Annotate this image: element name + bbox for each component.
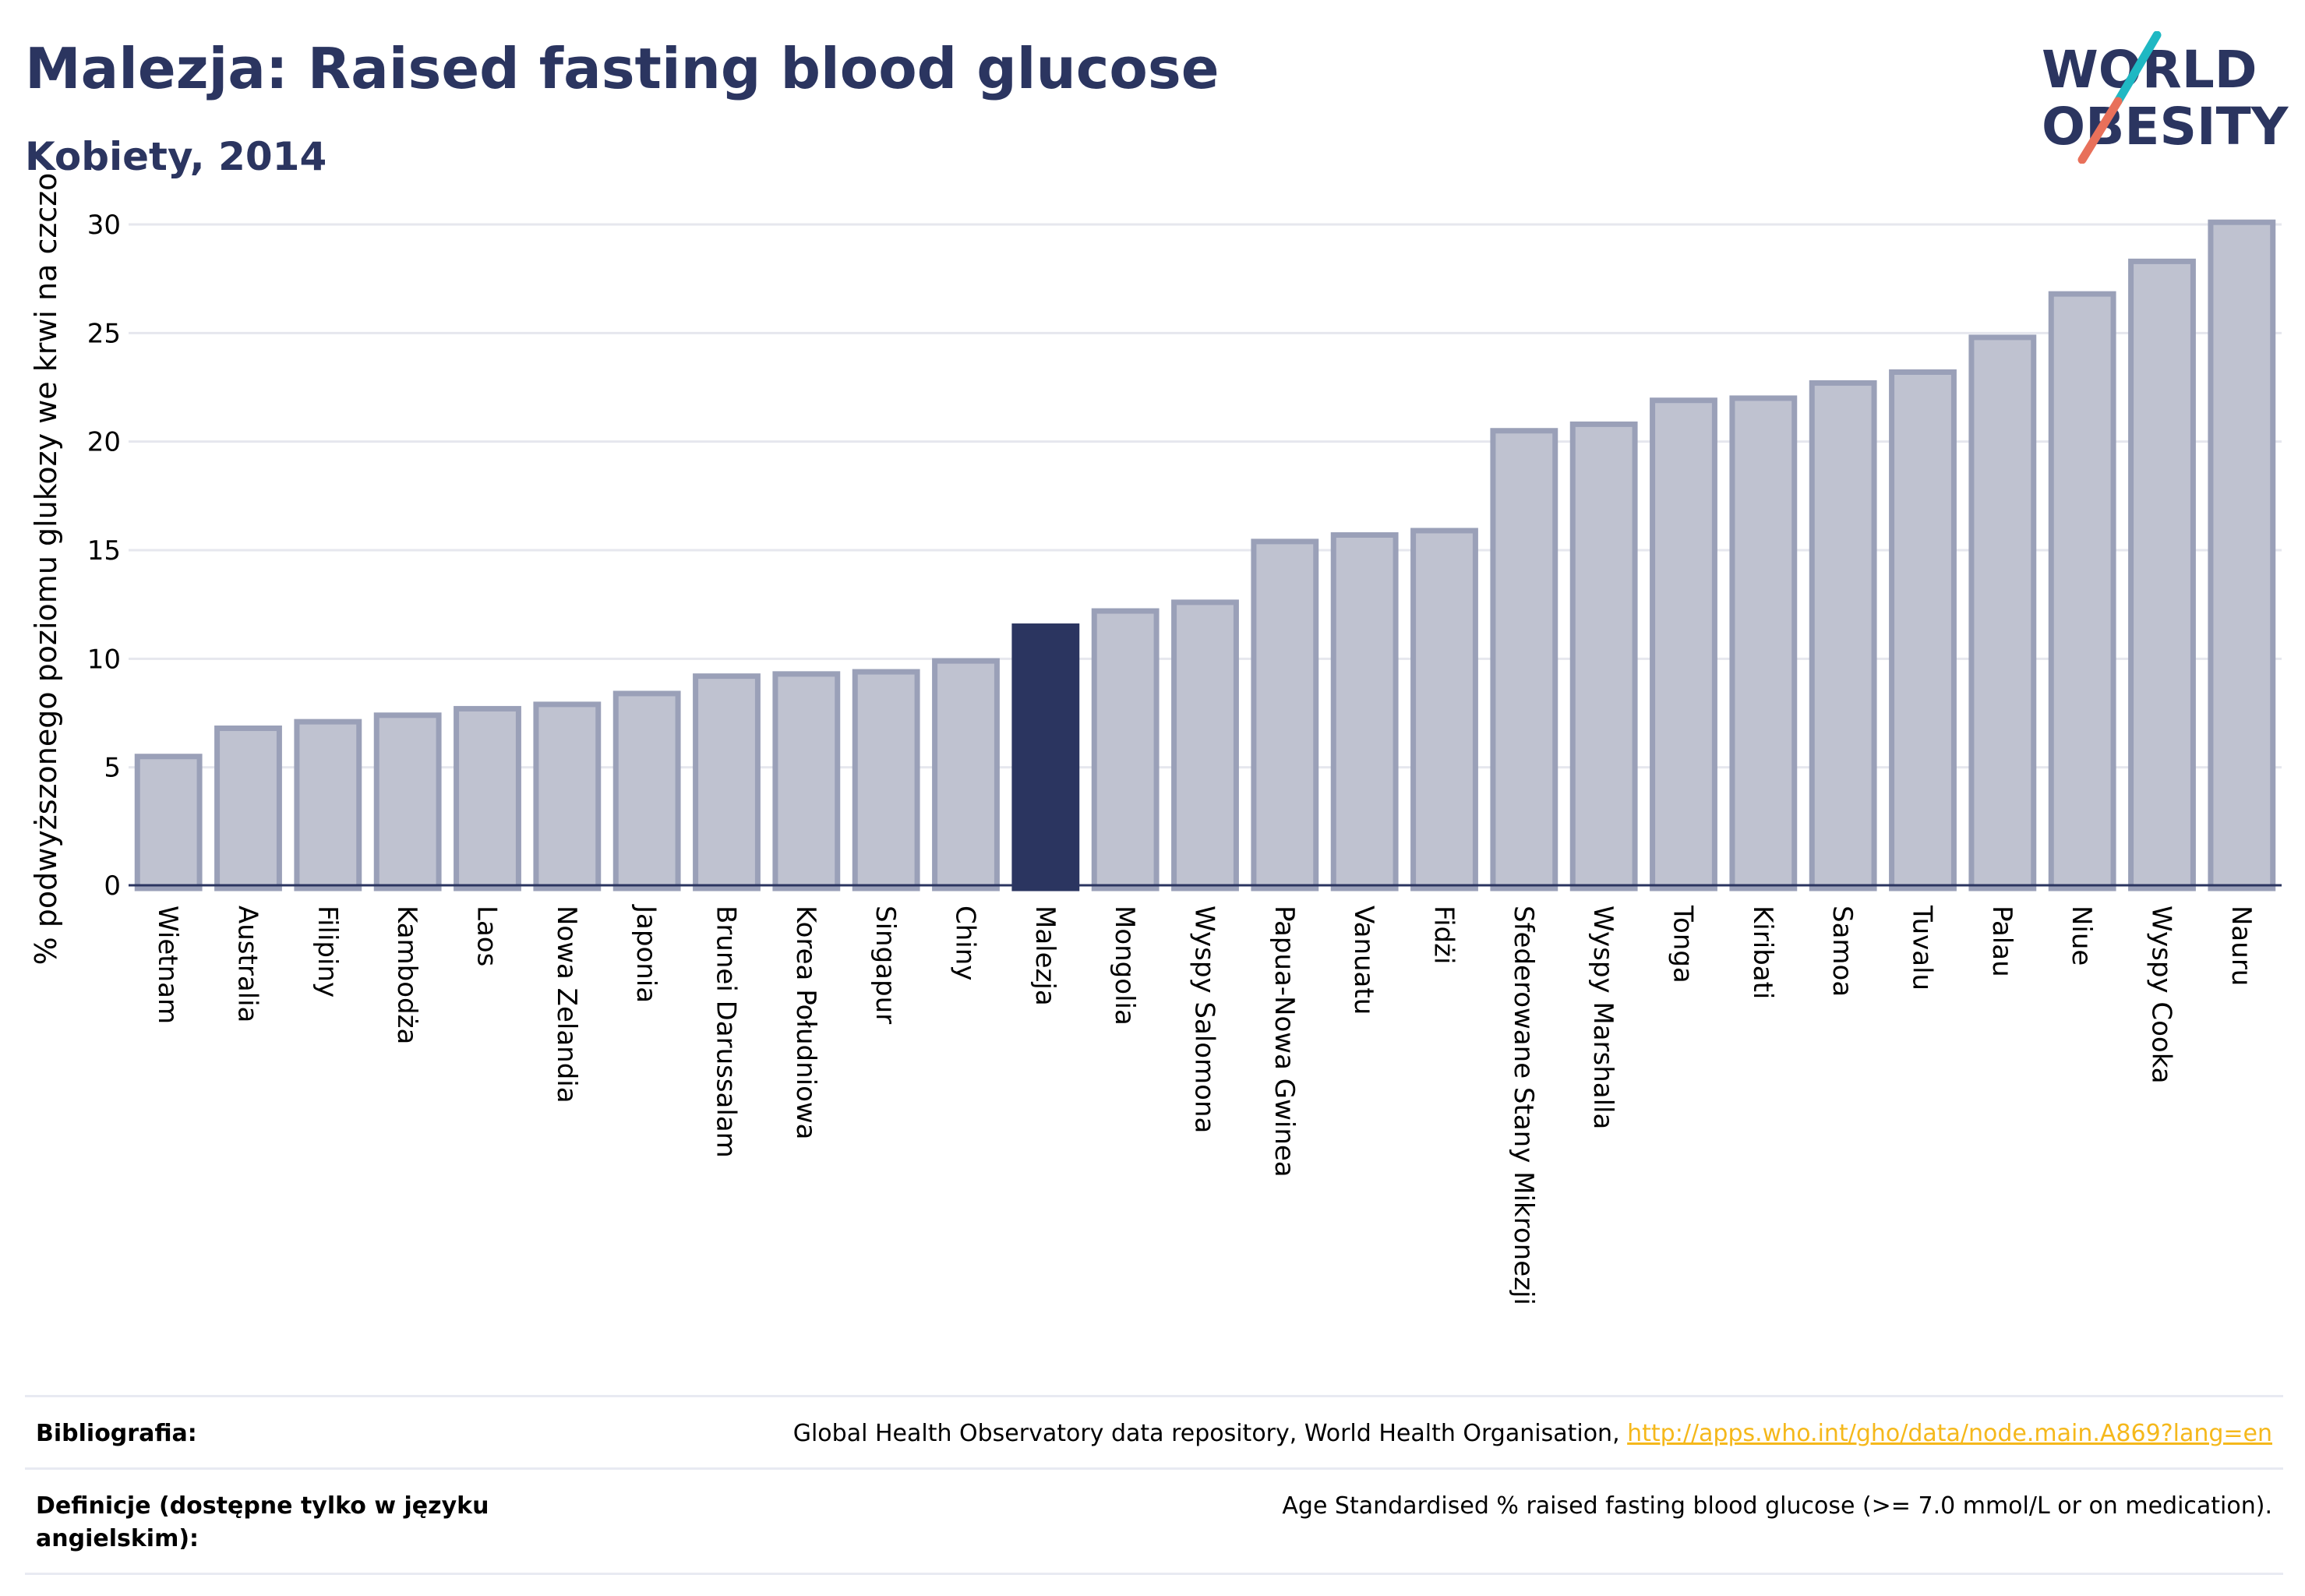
- x-tick-label: Kambodża: [391, 906, 422, 1044]
- x-tick-label: Tonga: [1668, 905, 1699, 983]
- bar-brunei-darussalam: [693, 673, 761, 892]
- bar-niue: [2048, 291, 2116, 892]
- y-tick-label: 20: [87, 427, 121, 458]
- bibliography-link[interactable]: http://apps.who.int/gho/data/node.main.A…: [1627, 1420, 2272, 1447]
- x-tick-label: Filipiny: [312, 906, 343, 998]
- definitions-label: Definicje (dostępne tylko w języku angie…: [36, 1492, 489, 1552]
- y-axis-ticks: 0 5 10 15 20 25 30: [87, 210, 121, 902]
- bar-tuvalu: [1889, 369, 1957, 892]
- x-tick-label: Japonia: [630, 904, 662, 1003]
- y-tick-label: 25: [87, 318, 121, 349]
- x-tick-label: Singapur: [870, 906, 901, 1024]
- footer: Bibliografia: Global Health Observatory …: [25, 1395, 2283, 1575]
- x-tick-label: Nauru: [2226, 906, 2257, 986]
- definitions-value: Age Standardised % raised fasting blood …: [1282, 1492, 2272, 1520]
- x-tick-label: Samoa: [1827, 906, 1858, 997]
- x-tick-label: Wietnam: [152, 906, 183, 1024]
- bar-papua-nowa-gwinea: [1251, 538, 1319, 892]
- y-tick-label: 15: [87, 535, 121, 567]
- x-tick-label: Nowa Zelandia: [551, 906, 582, 1103]
- bar-kiribati: [1729, 395, 1798, 892]
- bar-sfederowane-stany-mikronezji: [1490, 428, 1558, 892]
- x-tick-label: Malezja: [1029, 906, 1061, 1006]
- bar-kambodża: [373, 712, 442, 892]
- bar-malezja: [1011, 623, 1080, 892]
- x-tick-label: Brunei Darussalam: [711, 906, 742, 1158]
- bar-samoa: [1809, 380, 1877, 892]
- bar-chart: 0 5 10 15 20 25 30 Wietnam Australia Filipiny Kam…: [29, 173, 2282, 1305]
- x-tick-label: Mongolia: [1109, 906, 1140, 1026]
- definitions-row: Definicje (dostępne tylko w języku angie…: [25, 1467, 2283, 1575]
- bar-tonga: [1650, 397, 1717, 892]
- bar-mongolia: [1091, 608, 1160, 892]
- page-subtitle: Kobiety, 2014: [25, 134, 327, 179]
- x-tick-label: Palau: [1986, 906, 2017, 977]
- logo-slash-coral: [2077, 97, 2123, 164]
- x-tick-label: Wyspy Cooka: [2146, 906, 2177, 1084]
- logo-text-obesity: OBESITY: [2042, 97, 2289, 157]
- bar-nauru: [2208, 219, 2276, 892]
- bibliography-label: Bibliografia:: [36, 1420, 197, 1447]
- x-tick-label: Chiny: [950, 906, 981, 980]
- bar-chiny: [932, 658, 1000, 892]
- x-tick-label: Wyspy Salomona: [1189, 906, 1220, 1133]
- y-tick-label: 30: [87, 210, 121, 241]
- bibliography-value: Global Health Observatory data repositor…: [793, 1418, 2272, 1450]
- y-tick-label: 0: [104, 870, 121, 902]
- x-tick-label: Niue: [2066, 906, 2097, 966]
- x-tick-label: Korea Południowa: [790, 906, 821, 1140]
- logo-slash-teal: [2113, 31, 2162, 106]
- x-tick-label: Papua-Nowa Gwinea: [1269, 906, 1300, 1178]
- bar-singapur: [852, 669, 920, 892]
- bar-fidżi: [1410, 528, 1478, 892]
- page-title: Malezja: Raised fasting blood glucose: [25, 36, 1220, 101]
- y-tick-label: 10: [87, 644, 121, 675]
- world-obesity-logo: WORLD OBESITY: [2042, 31, 2289, 164]
- bar-laos: [454, 705, 521, 892]
- bar-wyspy-salomona: [1171, 599, 1239, 892]
- bar-vanuatu: [1330, 531, 1399, 892]
- bar-filipiny: [294, 719, 362, 892]
- x-tick-label: Laos: [471, 906, 503, 966]
- x-axis-labels: Wietnam Australia Filipiny Kambodża Laos Nowa…: [152, 904, 2257, 1305]
- bar-wyspy-cooka: [2128, 258, 2196, 892]
- x-tick-label: Vanuatu: [1348, 906, 1379, 1015]
- bar-japonia: [612, 690, 681, 892]
- x-tick-label: Kiribati: [1747, 906, 1778, 999]
- bar-wietnam: [134, 754, 203, 892]
- x-tick-label: Wyspy Marshalla: [1587, 906, 1618, 1129]
- bars: [134, 219, 2276, 892]
- x-tick-label: Tuvalu: [1907, 905, 1938, 990]
- x-tick-label: Australia: [232, 906, 263, 1022]
- y-tick-label: 5: [104, 753, 121, 784]
- bar-palau: [1968, 334, 2037, 892]
- bar-korea-południowa: [772, 671, 841, 892]
- bibliography-text: Global Health Observatory data repositor…: [792, 1420, 1628, 1447]
- bar-wyspy-marshalla: [1569, 421, 1638, 892]
- y-axis-label: % podwyższonego poziomu glukozy we krwi …: [29, 173, 63, 966]
- x-tick-label: Fidżi: [1428, 906, 1460, 964]
- bar-nowa-zelandia: [533, 701, 602, 892]
- bar-australia: [214, 726, 282, 892]
- x-tick-label: Sfederowane Stany Mikronezji: [1508, 906, 1539, 1305]
- bibliography-row: Bibliografia: Global Health Observatory …: [25, 1395, 2283, 1467]
